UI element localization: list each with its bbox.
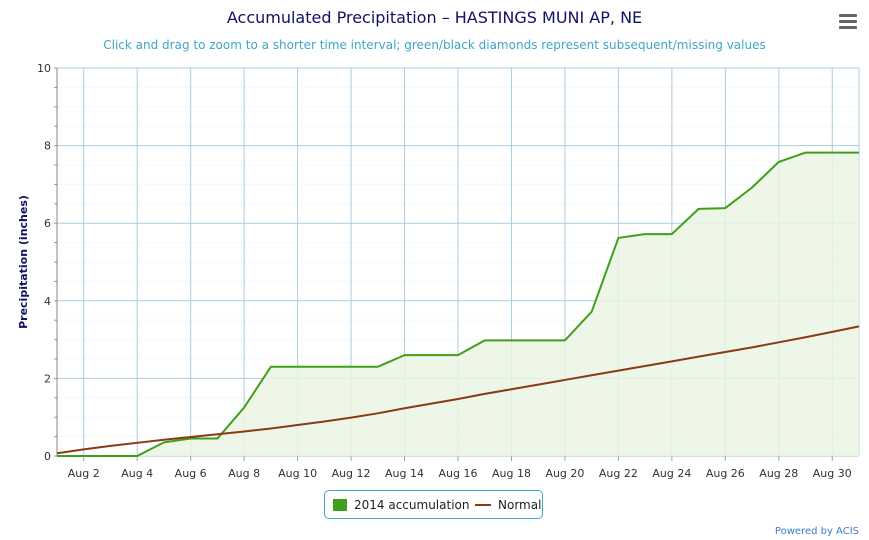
accumulation-line <box>57 151 859 457</box>
y-tick-label: 6 <box>44 217 51 230</box>
x-tick-label: Aug 14 <box>385 467 424 480</box>
accumulation-point <box>805 152 807 154</box>
x-tick-label: Aug 18 <box>492 467 531 480</box>
normal-point <box>591 374 593 376</box>
accumulation-point <box>83 455 85 457</box>
hamburger-menu-icon[interactable] <box>838 12 858 30</box>
normal-point <box>617 370 619 372</box>
x-tick-label: Aug 10 <box>278 467 317 480</box>
accumulation-point <box>216 438 218 440</box>
accumulation-point <box>404 354 406 356</box>
normal-point <box>136 442 138 444</box>
accumulation-point <box>671 233 673 235</box>
y-tick-label: 8 <box>44 140 51 153</box>
x-tick-label: Aug 26 <box>706 467 745 480</box>
normal-point <box>831 331 833 333</box>
normal-point <box>537 384 539 386</box>
normal-point <box>190 436 192 438</box>
normal-point <box>858 325 860 327</box>
legend-accumulation-swatch <box>333 498 347 511</box>
x-tick-label: Aug 24 <box>652 467 691 480</box>
accumulation-point <box>617 237 619 239</box>
chart-legend: 2014 accumulation Normal <box>324 490 543 519</box>
normal-point <box>724 351 726 353</box>
accumulation-point <box>778 161 780 163</box>
legend-accumulation-label: 2014 accumulation <box>354 497 470 512</box>
normal-point <box>644 365 646 367</box>
normal-point <box>671 360 673 362</box>
accumulation-point <box>350 366 352 368</box>
y-tick-label: 2 <box>44 372 51 385</box>
accumulation-point <box>751 187 753 189</box>
accumulation-point <box>163 441 165 443</box>
normal-point <box>484 393 486 395</box>
normal-point <box>778 341 780 343</box>
accumulation-point <box>323 366 325 368</box>
legend-normal-swatch <box>475 503 491 506</box>
normal-point <box>163 439 165 441</box>
x-tick-label: Aug 12 <box>332 467 371 480</box>
x-tick-label: Aug 2 <box>68 467 100 480</box>
accumulation-point <box>564 339 566 341</box>
x-tick-label: Aug 4 <box>121 467 153 480</box>
normal-point <box>56 452 58 454</box>
accumulation-point <box>56 455 58 457</box>
normal-point <box>564 379 566 381</box>
x-tick-label: Aug 30 <box>813 467 852 480</box>
normal-point <box>430 403 432 405</box>
normal-point <box>216 433 218 435</box>
chart-subtitle: Click and drag to zoom to a shorter time… <box>103 38 766 52</box>
y-tick-label: 10 <box>37 62 51 75</box>
accumulation-point <box>430 354 432 356</box>
normal-point <box>751 346 753 348</box>
accumulation-point <box>510 339 512 341</box>
accumulation-point <box>831 152 833 154</box>
y-axis-label: Precipitation (inches) <box>17 195 30 329</box>
normal-point <box>510 388 512 390</box>
accumulation-point <box>136 455 138 457</box>
normal-point <box>83 448 85 450</box>
chart-title: Accumulated Precipitation – HASTINGS MUN… <box>226 8 643 27</box>
accumulation-point <box>644 233 646 235</box>
accumulation-point <box>243 407 245 409</box>
accumulation-point <box>377 366 379 368</box>
y-tick-label: 4 <box>44 295 51 308</box>
accumulation-point <box>858 152 860 154</box>
normal-point <box>109 445 111 447</box>
normal-point <box>457 398 459 400</box>
normal-line <box>56 325 860 455</box>
normal-point <box>404 407 406 409</box>
accumulation-area-fill <box>57 152 859 457</box>
legend-item-accumulation[interactable]: 2014 accumulation <box>333 491 469 518</box>
legend-normal-label: Normal <box>498 497 542 512</box>
accumulation-point <box>591 311 593 313</box>
normal-point <box>270 427 272 429</box>
normal-point <box>323 420 325 422</box>
normal-point <box>805 336 807 338</box>
normal-point <box>243 431 245 433</box>
y-tick-label: 0 <box>44 450 51 463</box>
accumulation-point <box>457 354 459 356</box>
x-tick-label: Aug 6 <box>175 467 207 480</box>
normal-point <box>297 424 299 426</box>
x-tick-label: Aug 20 <box>545 467 584 480</box>
x-tick-label: Aug 28 <box>759 467 798 480</box>
x-tick-label: Aug 16 <box>439 467 478 480</box>
normal-point <box>350 417 352 419</box>
accumulation-point <box>724 207 726 209</box>
x-tick-label: Aug 22 <box>599 467 638 480</box>
accumulation-point <box>270 366 272 368</box>
accumulation-point <box>484 339 486 341</box>
legend-item-normal[interactable]: Normal <box>475 491 541 518</box>
accumulation-point <box>297 366 299 368</box>
accumulation-point <box>537 339 539 341</box>
normal-point <box>698 356 700 358</box>
accumulation-point <box>109 455 111 457</box>
x-tick-label: Aug 8 <box>228 467 260 480</box>
accumulation-point <box>698 208 700 210</box>
normal-point <box>377 412 379 414</box>
powered-by-acis-link[interactable]: Powered by ACIS <box>774 526 859 537</box>
